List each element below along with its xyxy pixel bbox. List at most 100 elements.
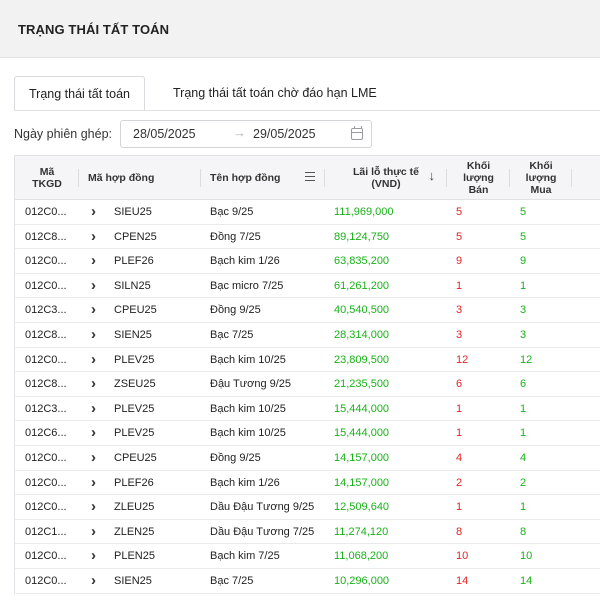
cell-mua: 5 xyxy=(520,230,527,243)
chevron-right-icon[interactable]: › xyxy=(91,571,96,589)
chevron-right-icon[interactable]: › xyxy=(91,276,96,294)
table-row[interactable]: › 012C0... PLEF26 Bạch kim 1/26 14,157,000 2 2 xyxy=(14,470,600,496)
cell-mahd: PLEV25 xyxy=(114,427,155,440)
chevron-right-icon[interactable]: › xyxy=(91,522,96,540)
cell-tenhd: Dầu Đậu Tương 7/25 xyxy=(210,525,315,538)
chevron-right-icon[interactable]: › xyxy=(91,203,96,220)
table-row[interactable]: › 012C0... PLEN25 Bạch kim 7/25 11,068,200 10… xyxy=(14,544,600,569)
cell-tkgd: 012C6... xyxy=(25,427,67,440)
cell-tenhd: Bạch kim 10/25 xyxy=(210,353,286,366)
table-row[interactable]: › 012C0... SILN25 Bạc micro 7/25 61,261,200 1… xyxy=(14,273,600,299)
chevron-right-icon[interactable]: › xyxy=(91,473,96,491)
column-header-ban[interactable]: Khối lượng Bán xyxy=(447,156,510,200)
cell-tenhd: Đồng 9/25 xyxy=(210,451,261,464)
cell-tenhd: Bạc 9/25 xyxy=(210,206,254,218)
chevron-right-icon[interactable]: › xyxy=(91,399,96,417)
tab-trang-thai-cho-dao-han-lme[interactable]: Trạng thái tất toán chờ đáo hạn LME xyxy=(173,86,377,100)
chevron-right-icon[interactable]: › xyxy=(91,227,96,245)
arrow-right-icon: → xyxy=(233,125,246,140)
table-row[interactable]: › 012C8... CPEN25 Đồng 7/25 89,124,750 5 5 xyxy=(14,224,600,250)
chevron-right-icon[interactable]: › xyxy=(91,498,96,516)
cell-tenhd: Bạch kim 10/25 xyxy=(210,402,286,415)
table-row[interactable]: › 012C8... SIEN25 Bạc 7/25 28,314,000 3 3 xyxy=(14,322,600,348)
cell-tkgd: 012C3... xyxy=(25,304,67,317)
cell-ban: 10 xyxy=(456,550,469,563)
column-separator[interactable] xyxy=(446,169,447,187)
column-separator[interactable] xyxy=(509,169,510,187)
cell-mua: 1 xyxy=(520,427,527,440)
cell-mahd: ZSEU25 xyxy=(114,378,156,391)
chevron-right-icon[interactable]: › xyxy=(91,375,96,393)
cell-ban: 1 xyxy=(456,402,463,415)
cell-tenhd: Bạch kim 10/25 xyxy=(210,427,286,440)
cell-ban: 12 xyxy=(456,353,469,366)
table-row[interactable]: › 012C0... ZLEU25 Dầu Đậu Tương 9/25 12,509,… xyxy=(14,495,600,520)
column-header-mahd-label: Mã hợp đồng xyxy=(88,172,155,184)
table-row[interactable]: › 012C0... CPEU25 Đồng 9/25 14,157,000 4 4 xyxy=(14,445,600,471)
cell-lailo: 40,540,500 xyxy=(334,304,390,317)
cell-tkgd: 012C0... xyxy=(25,206,67,218)
table-row[interactable]: › 012C0... PLEF26 Bạch kim 1/26 63,835,200 9 9 xyxy=(14,249,600,274)
cell-ban: 8 xyxy=(456,525,463,538)
table-row[interactable]: › 012C3... PLEV25 Bạch kim 10/25 15,444,000 1… xyxy=(14,396,600,422)
column-menu-icon[interactable] xyxy=(305,172,315,181)
cell-lailo: 14,157,000 xyxy=(334,476,390,489)
cell-tenhd: Dầu Đậu Tương 9/25 xyxy=(210,501,315,514)
chevron-right-icon[interactable]: › xyxy=(91,301,96,319)
table-row[interactable]: › 012C6... PLEV25 Bạch kim 10/25 15,444,000 1… xyxy=(14,421,600,446)
cell-mahd: ZLEN25 xyxy=(114,525,155,538)
date-filter-label: Ngày phiên ghép: xyxy=(14,127,112,141)
cell-mua: 1 xyxy=(520,279,527,292)
cell-tenhd: Đậu Tương 9/25 xyxy=(210,378,292,391)
column-separator[interactable] xyxy=(78,169,79,187)
cell-mahd: PLEV25 xyxy=(114,402,155,415)
table-row[interactable]: › 012C1... ZLEN25 Dầu Đậu Tương 7/25 11,274,… xyxy=(14,519,600,545)
cell-tkgd: 012C8... xyxy=(25,378,67,391)
cell-lailo: 12,509,640 xyxy=(334,501,390,514)
cell-ban: 1 xyxy=(456,279,463,292)
column-separator[interactable] xyxy=(200,169,201,187)
table-row[interactable]: › 012C0... PLEV25 Bạch kim 10/25 23,809,500 1… xyxy=(14,347,600,373)
cell-tenhd: Bạch kim 7/25 xyxy=(210,550,280,563)
cell-mua: 9 xyxy=(520,255,527,268)
chevron-right-icon[interactable]: › xyxy=(91,448,96,466)
table-row[interactable]: › 012C8... ZSEU25 Đậu Tương 9/25 21,235,500 6… xyxy=(14,372,600,397)
table-row[interactable]: › 012C0... SIEU25 Bạc 9/25 111,969,000 5 5 xyxy=(14,200,600,225)
tab-trang-thai-tat-toan[interactable]: Trạng thái tất toán xyxy=(14,76,145,111)
chevron-right-icon[interactable]: › xyxy=(91,547,96,565)
chevron-right-icon[interactable]: › xyxy=(91,252,96,270)
page-title: TRẠNG THÁI TẤT TOÁN xyxy=(18,22,170,37)
column-header-lailo[interactable]: Lãi lỗ thực tế (VND) ↓ xyxy=(325,156,447,200)
cell-lailo: 11,068,200 xyxy=(334,550,389,563)
column-separator[interactable] xyxy=(571,169,572,187)
column-header-mahd[interactable]: Mã hợp đồng xyxy=(79,156,201,200)
date-range-picker[interactable]: 28/05/2025 → 29/05/2025 xyxy=(120,120,372,148)
table-row[interactable]: › 012C3... CPEU25 Đồng 9/25 40,540,500 3 3 xyxy=(14,298,600,323)
cell-mua: 14 xyxy=(520,574,533,587)
column-separator[interactable] xyxy=(324,169,325,187)
chevron-right-icon[interactable]: › xyxy=(91,350,96,368)
cell-mua: 12 xyxy=(520,353,533,366)
cell-lailo: 111,969,000 xyxy=(334,206,394,218)
cell-tenhd: Bạc 7/25 xyxy=(210,328,254,341)
sort-descending-icon[interactable]: ↓ xyxy=(428,168,436,183)
cell-lailo: 28,314,000 xyxy=(334,328,390,341)
date-from-input[interactable]: 28/05/2025 xyxy=(133,127,196,141)
chevron-right-icon[interactable]: › xyxy=(91,424,96,442)
cell-mahd: SIEN25 xyxy=(114,328,152,341)
table-row[interactable]: › 012C0... SIEN25 Bạc 7/25 10,296,000 14 14 xyxy=(14,568,600,594)
cell-tkgd: 012C0... xyxy=(25,279,67,292)
cell-mahd: ZLEU25 xyxy=(114,501,155,514)
cell-tkgd: 012C3... xyxy=(25,402,67,415)
cell-ban: 3 xyxy=(456,328,463,341)
calendar-icon[interactable] xyxy=(351,126,363,140)
column-header-tkgd[interactable]: Mã TKGD xyxy=(15,156,79,200)
settlement-table: Mã TKGD Mã hợp đồng Tên hợp đồng Lãi lỗ … xyxy=(14,155,600,594)
cell-mahd: PLEF26 xyxy=(114,255,154,268)
chevron-right-icon[interactable]: › xyxy=(91,325,96,343)
date-to-input[interactable]: 29/05/2025 xyxy=(253,127,316,141)
column-header-ban-label: Khối lượng Bán xyxy=(463,160,494,196)
column-header-tenhd[interactable]: Tên hợp đồng xyxy=(201,156,325,200)
cell-tenhd: Bạch kim 1/26 xyxy=(210,476,280,489)
column-header-mua[interactable]: Khối lượng Mua xyxy=(510,156,572,200)
